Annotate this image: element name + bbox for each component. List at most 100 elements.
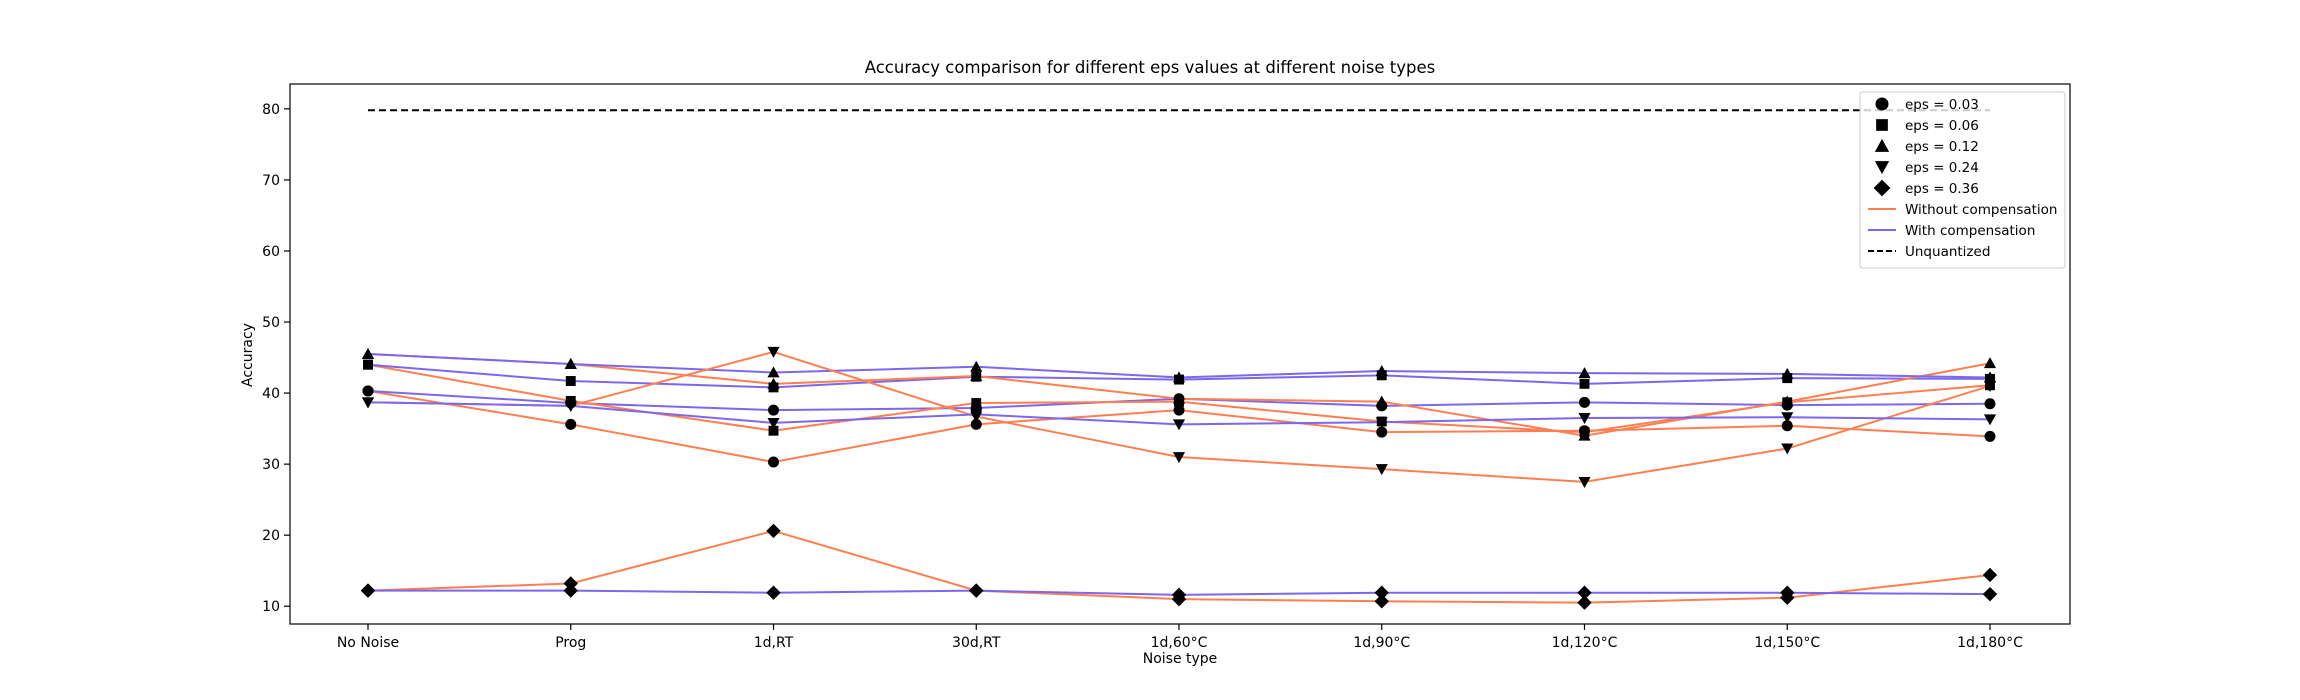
legend-marker-eps-0.03 [1875, 97, 1889, 111]
data-point-eps-0.36-with-5 [1374, 585, 1389, 600]
data-point-eps-0.24-with-8 [1983, 414, 1997, 426]
data-point-eps-0.24-without-6 [1578, 476, 1591, 488]
data-point-eps-0.36-with-3 [969, 583, 984, 598]
data-point-eps-0.36-with-0 [360, 583, 376, 598]
x-tick-label-8: 1d,180°C [1957, 635, 2023, 651]
legend-marker-eps-0.24 [1874, 161, 1890, 175]
y-tick-label-50: 50 [262, 315, 280, 331]
data-point-eps-0.12-without-7 [1781, 395, 1794, 407]
legend-label-eps-0.24: eps = 0.24 [1905, 160, 1979, 176]
y-tick-label-20: 20 [262, 528, 280, 544]
legend-marker-eps-0.12 [1874, 138, 1890, 152]
data-point-eps-0.36-with-2 [766, 585, 781, 600]
data-point-eps-0.12-without-2 [767, 377, 780, 389]
data-point-eps-0.36-with-8 [1982, 586, 1998, 602]
legend-box [1859, 91, 2066, 269]
data-point-eps-0.12-with-4 [1172, 371, 1186, 383]
data-point-eps-0.12-with-2 [767, 366, 780, 378]
data-point-eps-0.12-with-8 [1983, 371, 1997, 383]
data-point-eps-0.36-without-2 [766, 523, 781, 539]
data-point-eps-0.24-with-3 [970, 409, 983, 421]
data-point-eps-0.03-without-1 [565, 418, 577, 430]
data-point-eps-0.36-without-8 [1982, 567, 1998, 583]
plot-area [360, 109, 1998, 610]
data-point-eps-0.12-with-7 [1781, 367, 1794, 379]
data-point-eps-0.06-without-2 [768, 425, 779, 436]
data-point-eps-0.03-with-6 [1579, 396, 1590, 408]
x-axis-label: Noise type [1143, 651, 1218, 667]
legend-marker-eps-0.06 [1876, 119, 1888, 131]
data-point-eps-0.03-without-2 [768, 456, 779, 468]
y-axis-label: Accuracy [240, 323, 256, 387]
legend-label-eps-0.03: eps = 0.03 [1905, 97, 1979, 113]
data-point-eps-0.36-with-1 [563, 583, 578, 598]
legend-label-eps-0.36: eps = 0.36 [1905, 181, 1979, 197]
legend: eps = 0.03 eps = 0.06 eps = 0.12 eps = 0.24… [1859, 91, 2066, 269]
data-point-eps-0.24-without-7 [1781, 443, 1794, 455]
legend-label-with-compensation: With compensation [1905, 223, 2035, 239]
data-point-eps-0.03-without-5 [1376, 426, 1388, 438]
data-point-eps-0.24-with-5 [1375, 417, 1388, 429]
data-point-eps-0.36-without-6 [1577, 595, 1592, 610]
data-point-eps-0.12-without-8 [1983, 357, 1997, 369]
data-point-eps-0.24-without-8 [1983, 381, 1997, 393]
data-point-eps-0.12-with-6 [1578, 367, 1591, 379]
data-point-eps-0.24-with-4 [1172, 419, 1186, 431]
data-point-eps-0.36-with-7 [1780, 585, 1795, 600]
y-tick-label-60: 60 [262, 244, 280, 260]
data-point-eps-0.24-without-2 [767, 346, 780, 358]
data-point-eps-0.12-without-3 [970, 369, 983, 381]
y-tick-label-30: 30 [262, 457, 280, 473]
y-tick-label-40: 40 [262, 386, 280, 402]
data-point-eps-0.36-with-4 [1171, 587, 1187, 603]
data-point-eps-0.03-with-8 [1984, 398, 1996, 410]
data-point-eps-0.03-without-3 [970, 418, 982, 430]
x-tick-label-1: Prog [555, 635, 586, 651]
data-point-eps-0.06-with-0 [363, 359, 373, 370]
data-point-eps-0.24-without-4 [1172, 452, 1186, 464]
data-point-eps-0.03-without-7 [1781, 420, 1793, 432]
x-tick-label-0: No Noise [337, 635, 399, 651]
data-point-eps-0.06-with-6 [1579, 378, 1590, 389]
y-tick-label-70: 70 [262, 173, 280, 189]
data-point-eps-0.06-without-1 [565, 395, 576, 406]
data-point-eps-0.24-with-1 [564, 400, 577, 412]
legend-label-eps-0.12: eps = 0.12 [1905, 139, 1979, 155]
data-point-eps-0.12-without-4 [1172, 392, 1186, 404]
data-point-eps-0.12-with-0 [361, 347, 375, 359]
data-point-eps-0.03-with-2 [768, 404, 779, 416]
data-point-eps-0.36-with-6 [1577, 585, 1592, 600]
data-point-eps-0.24-without-5 [1375, 464, 1388, 476]
legend-label-eps-0.06: eps = 0.06 [1905, 118, 1979, 134]
x-tick-label-6: 1d,120°C [1552, 635, 1618, 651]
x-tick-label-7: 1d,150°C [1754, 635, 1820, 651]
data-point-eps-0.12-with-5 [1375, 365, 1388, 377]
x-tick-label-3: 30d,RT [952, 635, 1001, 651]
data-point-eps-0.06-without-3 [971, 398, 982, 408]
data-point-eps-0.36-without-5 [1374, 594, 1389, 609]
legend-label-unquantized: Unquantized [1905, 244, 1990, 260]
y-tick-label-80: 80 [262, 102, 280, 118]
data-point-eps-0.03-with-0 [362, 385, 374, 397]
data-point-eps-0.12-without-5 [1375, 395, 1388, 407]
legend-label-without-compensation: Without compensation [1905, 202, 2057, 218]
data-point-eps-0.24-with-0 [361, 397, 375, 409]
y-tick-label-10: 10 [262, 599, 280, 615]
data-point-eps-0.06-with-1 [565, 376, 576, 386]
data-point-eps-0.24-with-2 [767, 417, 780, 429]
data-point-eps-0.03-without-8 [1984, 430, 1996, 442]
axes-frame [289, 83, 2071, 625]
x-tick-label-2: 1d,RT [754, 635, 794, 651]
data-point-eps-0.24-with-6 [1578, 412, 1591, 424]
x-tick-label-5: 1d,90°C [1353, 635, 1410, 651]
chart-title: Accuracy comparison for different eps va… [865, 58, 1436, 77]
data-point-eps-0.03-without-4 [1173, 404, 1185, 416]
axes: 10 20 30 40 50 60 70 80 No Noise Prog 1d,RT 30d,RT 1… [262, 83, 2071, 651]
data-point-eps-0.12-with-3 [970, 360, 983, 372]
data-point-eps-0.12-with-1 [564, 357, 577, 369]
data-point-eps-0.12-without-6 [1578, 429, 1591, 441]
x-tick-label-4: 1d,60°C [1151, 635, 1208, 651]
legend-marker-eps-0.36 [1873, 179, 1891, 197]
data-point-eps-0.24-with-7 [1781, 412, 1794, 424]
